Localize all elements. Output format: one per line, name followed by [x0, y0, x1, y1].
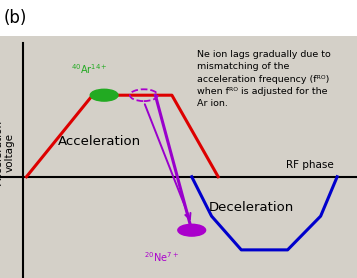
Text: (b): (b): [4, 9, 27, 27]
Text: $^{40}$Ar$^{14+}$: $^{40}$Ar$^{14+}$: [71, 62, 108, 76]
Circle shape: [178, 224, 206, 236]
Text: Ne ion lags gradually due to
mismatching of the
acceleration frequency (fᴿᴼ)
whe: Ne ion lags gradually due to mismatching…: [197, 50, 331, 108]
Text: Deceleration: Deceleration: [208, 201, 294, 214]
Text: Acceleration
voltage: Acceleration voltage: [0, 120, 15, 185]
Text: $^{20}$Ne$^{7+}$: $^{20}$Ne$^{7+}$: [144, 250, 179, 264]
Text: Acceleration: Acceleration: [57, 135, 141, 148]
Circle shape: [90, 89, 118, 101]
Text: RF phase: RF phase: [286, 160, 334, 170]
